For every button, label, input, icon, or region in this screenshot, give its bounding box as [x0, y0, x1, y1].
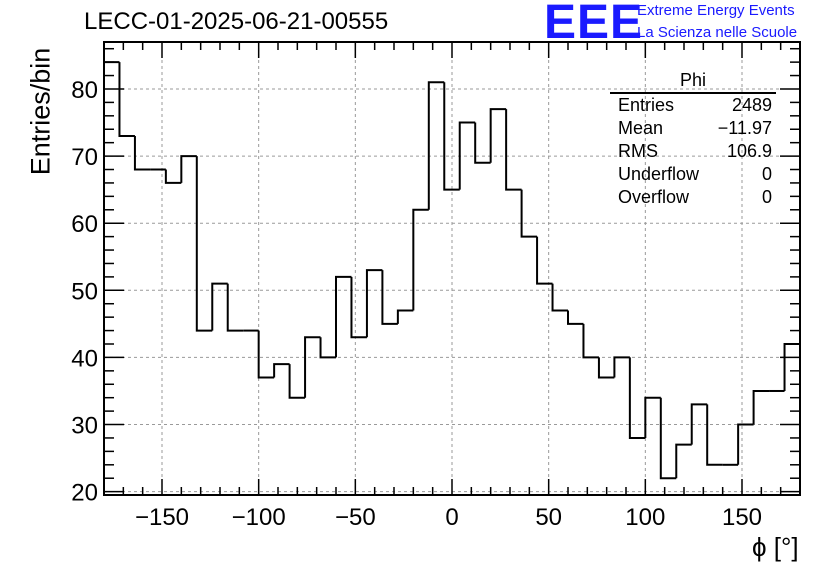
histogram-bin — [412, 208, 429, 311]
histogram-bin — [396, 309, 414, 324]
histogram-bin — [443, 82, 460, 191]
histogram-bin — [118, 62, 135, 137]
x-tick-label: −150 — [135, 504, 189, 531]
y-tick-label: 30 — [71, 413, 98, 440]
stats-title: Phi — [610, 70, 776, 94]
stat-value: 0 — [761, 187, 772, 207]
stat-label: RMS — [618, 141, 658, 161]
histogram-bin — [474, 122, 491, 164]
x-tick-label: −100 — [232, 504, 286, 531]
y-tick-label: 50 — [71, 278, 98, 305]
logo-line-1: Extreme Energy Events — [637, 2, 795, 19]
histogram-bin — [350, 276, 367, 339]
histogram-bin — [381, 270, 398, 325]
y-tick-label: 80 — [71, 77, 98, 104]
x-tick-label: 0 — [445, 504, 458, 531]
x-axis-label: ϕ [°] — [752, 532, 799, 562]
histogram-bin — [551, 283, 568, 312]
histogram-bin — [536, 236, 553, 285]
histogram-bin — [288, 364, 306, 399]
histogram-bin — [752, 389, 770, 425]
x-tick-label: 50 — [535, 504, 562, 531]
histogram-bin — [458, 121, 476, 190]
histogram-bin — [628, 357, 646, 439]
histogram-bin — [706, 404, 723, 466]
x-tick-label: 150 — [722, 504, 762, 531]
histogram-bin — [613, 356, 630, 378]
histogram-bin — [505, 109, 522, 191]
histogram-bin — [304, 336, 321, 398]
histogram-bin — [211, 282, 228, 331]
histogram-bin — [597, 357, 615, 379]
histogram-bin — [489, 108, 507, 163]
y-tick-label: 60 — [71, 211, 98, 238]
stat-row-underflow: Underflow 0 — [610, 163, 776, 186]
histogram-bin — [783, 343, 801, 495]
y-tick-label: 20 — [71, 480, 98, 507]
histogram-bin — [427, 81, 445, 210]
stat-label: Mean — [618, 118, 664, 138]
histogram-bin — [335, 275, 352, 358]
stat-value: 0 — [761, 164, 772, 184]
histogram-bin — [582, 323, 599, 359]
stat-value: −11.97 — [717, 118, 772, 138]
stat-value: 106.9 — [726, 141, 772, 161]
chart-title: LECC-01-2025-06-21-00555 — [84, 8, 389, 35]
stat-row-rms: RMS 106.9 — [610, 140, 776, 163]
histogram-bin — [257, 330, 275, 379]
y-axis-label: Entries/bin — [25, 47, 56, 176]
histogram-bin — [103, 61, 120, 495]
histogram-bin — [180, 155, 197, 183]
stat-label: Underflow — [618, 164, 700, 184]
eee-logo: EEE — [544, 0, 644, 49]
histogram-bin — [690, 403, 708, 445]
stat-row-mean: Mean −11.97 — [610, 117, 776, 140]
histogram-bin — [195, 156, 213, 332]
histogram-bin — [319, 337, 336, 359]
histogram-bin — [226, 283, 244, 332]
stat-value: 2489 — [731, 95, 772, 115]
histogram-bin — [520, 189, 538, 238]
x-tick-label: 100 — [625, 504, 665, 531]
histogram-bin — [675, 443, 692, 479]
histogram-bin — [737, 423, 754, 465]
histogram-bin — [659, 397, 677, 480]
stat-label: Overflow — [618, 187, 690, 207]
histogram-bin — [567, 310, 584, 325]
histogram-bin — [644, 396, 661, 438]
y-tick-label: 70 — [71, 144, 98, 171]
histogram-bin — [133, 135, 151, 171]
histogram-bin — [273, 363, 290, 378]
stat-row-entries: Entries 2489 — [610, 94, 776, 117]
histogram-bin — [365, 269, 383, 338]
logo-line-2: La Scienza nelle Scuole — [637, 24, 798, 41]
stat-row-overflow: Overflow 0 — [610, 186, 776, 209]
x-tick-label: −50 — [335, 504, 376, 531]
histogram-bin — [164, 169, 182, 184]
y-tick-label: 40 — [71, 345, 98, 372]
stats-box: Phi Entries 2489 Mean −11.97 RMS 106.9 U… — [610, 70, 776, 209]
stat-label: Entries — [618, 95, 675, 115]
